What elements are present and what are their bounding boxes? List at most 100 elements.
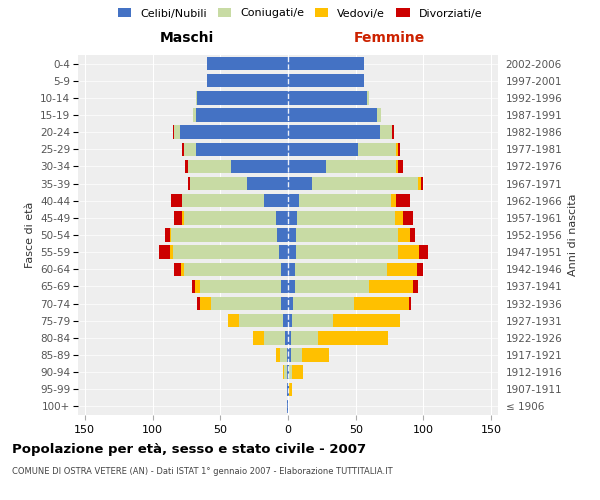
Bar bbox=[333, 314, 400, 328]
Bar bbox=[200, 297, 211, 310]
Bar bbox=[367, 91, 369, 104]
Bar bbox=[391, 194, 397, 207]
Bar bbox=[403, 211, 413, 224]
Bar bbox=[172, 194, 182, 207]
Bar bbox=[288, 74, 364, 88]
Bar bbox=[207, 57, 288, 70]
Bar bbox=[355, 297, 409, 310]
Bar bbox=[288, 228, 296, 241]
Bar bbox=[288, 194, 299, 207]
Bar bbox=[398, 142, 400, 156]
Bar bbox=[395, 211, 403, 224]
Bar bbox=[280, 348, 287, 362]
Bar bbox=[392, 126, 394, 139]
Bar bbox=[170, 246, 173, 259]
Bar bbox=[413, 280, 418, 293]
Bar bbox=[211, 297, 281, 310]
Bar bbox=[288, 57, 364, 70]
Bar bbox=[278, 246, 288, 259]
Bar bbox=[281, 280, 288, 293]
Bar bbox=[380, 126, 392, 139]
Bar bbox=[295, 262, 387, 276]
Bar bbox=[197, 297, 200, 310]
Bar bbox=[417, 262, 424, 276]
Y-axis label: Fasce di età: Fasce di età bbox=[25, 202, 35, 268]
Bar bbox=[281, 262, 288, 276]
Bar bbox=[231, 160, 288, 173]
Bar bbox=[398, 228, 410, 241]
Bar bbox=[174, 126, 179, 139]
Bar bbox=[291, 331, 318, 344]
Bar bbox=[277, 228, 288, 241]
Bar bbox=[192, 280, 194, 293]
Bar bbox=[196, 142, 288, 156]
Bar bbox=[293, 297, 355, 310]
Bar bbox=[174, 211, 182, 224]
Bar bbox=[397, 142, 398, 156]
Bar bbox=[318, 331, 388, 344]
Bar bbox=[196, 108, 288, 122]
Bar bbox=[239, 314, 283, 328]
Bar bbox=[288, 314, 292, 328]
Bar bbox=[418, 177, 421, 190]
Bar bbox=[377, 108, 382, 122]
Bar bbox=[184, 211, 276, 224]
Bar bbox=[291, 348, 302, 362]
Bar bbox=[289, 382, 292, 396]
Bar bbox=[188, 177, 190, 190]
Bar bbox=[182, 142, 184, 156]
Bar bbox=[287, 400, 288, 413]
Bar bbox=[197, 91, 288, 104]
Bar bbox=[296, 228, 398, 241]
Bar bbox=[184, 142, 196, 156]
Y-axis label: Anni di nascita: Anni di nascita bbox=[568, 194, 578, 276]
Bar bbox=[188, 160, 231, 173]
Bar bbox=[288, 126, 380, 139]
Bar bbox=[288, 382, 289, 396]
Bar bbox=[172, 228, 277, 241]
Bar bbox=[283, 314, 288, 328]
Bar bbox=[193, 108, 196, 122]
Bar bbox=[299, 194, 391, 207]
Bar bbox=[288, 348, 291, 362]
Legend: Celibi/Nubili, Coniugati/e, Vedovi/e, Divorziati/e: Celibi/Nubili, Coniugati/e, Vedovi/e, Di… bbox=[118, 8, 482, 18]
Bar bbox=[288, 108, 377, 122]
Bar bbox=[287, 348, 288, 362]
Bar bbox=[196, 91, 197, 104]
Bar bbox=[247, 177, 288, 190]
Bar bbox=[285, 331, 288, 344]
Bar bbox=[288, 177, 313, 190]
Text: Femmine: Femmine bbox=[354, 30, 425, 44]
Bar bbox=[182, 194, 263, 207]
Bar bbox=[181, 262, 184, 276]
Bar bbox=[288, 262, 295, 276]
Bar bbox=[295, 280, 369, 293]
Bar bbox=[369, 280, 413, 293]
Bar bbox=[276, 348, 280, 362]
Bar bbox=[229, 314, 239, 328]
Text: Popolazione per età, sesso e stato civile - 2007: Popolazione per età, sesso e stato civil… bbox=[12, 442, 366, 456]
Bar bbox=[421, 177, 424, 190]
Bar bbox=[410, 228, 415, 241]
Text: Maschi: Maschi bbox=[159, 30, 214, 44]
Bar bbox=[281, 297, 288, 310]
Bar bbox=[263, 331, 285, 344]
Bar bbox=[326, 160, 397, 173]
Bar bbox=[283, 366, 284, 379]
Bar bbox=[207, 74, 288, 88]
Bar bbox=[298, 211, 395, 224]
Text: COMUNE DI OSTRA VETERE (AN) - Dati ISTAT 1° gennaio 2007 - Elaborazione TUTTITAL: COMUNE DI OSTRA VETERE (AN) - Dati ISTAT… bbox=[12, 468, 392, 476]
Bar bbox=[302, 348, 329, 362]
Bar bbox=[170, 228, 172, 241]
Bar bbox=[313, 177, 418, 190]
Bar bbox=[165, 228, 170, 241]
Bar bbox=[398, 246, 419, 259]
Bar bbox=[200, 280, 281, 293]
Bar bbox=[174, 262, 181, 276]
Bar bbox=[253, 331, 263, 344]
Bar bbox=[288, 280, 295, 293]
Bar bbox=[263, 194, 288, 207]
Bar bbox=[292, 314, 333, 328]
Bar bbox=[288, 297, 293, 310]
Bar bbox=[296, 246, 398, 259]
